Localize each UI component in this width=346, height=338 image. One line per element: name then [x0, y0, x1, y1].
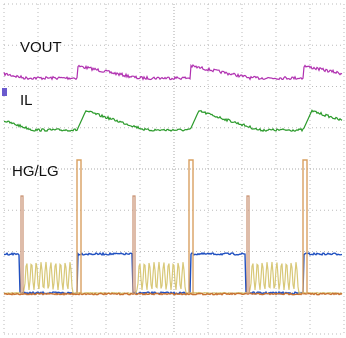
gate-spike — [246, 195, 250, 294]
gate-spike — [20, 195, 24, 294]
channel-marker — [2, 88, 7, 96]
ring-trace — [3, 261, 343, 295]
il-trace — [3, 109, 343, 133]
waveforms — [3, 63, 343, 296]
gate-spike — [302, 159, 308, 294]
gate-spike — [132, 195, 136, 294]
il-label: IL — [20, 92, 33, 109]
vout-trace — [3, 63, 343, 81]
gate-spike — [188, 159, 194, 294]
graticule — [3, 3, 345, 335]
vout-label: VOUT — [20, 39, 62, 56]
gate-spike — [76, 159, 82, 294]
orange-trace — [3, 292, 343, 296]
gate-label: HG/LG — [12, 163, 59, 180]
